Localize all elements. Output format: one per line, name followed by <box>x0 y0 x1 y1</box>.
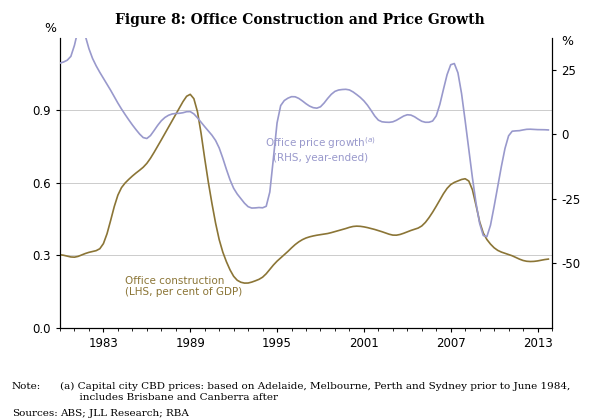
Text: ABS; JLL Research; RBA: ABS; JLL Research; RBA <box>60 410 189 418</box>
Text: Office price growth$^{(a)}$
(RHS, year-ended): Office price growth$^{(a)}$ (RHS, year-e… <box>265 135 376 163</box>
Y-axis label: %: % <box>561 35 573 48</box>
Y-axis label: %: % <box>44 22 56 35</box>
Text: Office construction
(LHS, per cent of GDP): Office construction (LHS, per cent of GD… <box>125 276 242 297</box>
Text: (a) Capital city CBD prices: based on Adelaide, Melbourne, Perth and Sydney prio: (a) Capital city CBD prices: based on Ad… <box>60 382 570 402</box>
Text: Sources:: Sources: <box>12 410 58 418</box>
Text: Note:: Note: <box>12 382 41 391</box>
Text: Figure 8: Office Construction and Price Growth: Figure 8: Office Construction and Price … <box>115 13 485 26</box>
